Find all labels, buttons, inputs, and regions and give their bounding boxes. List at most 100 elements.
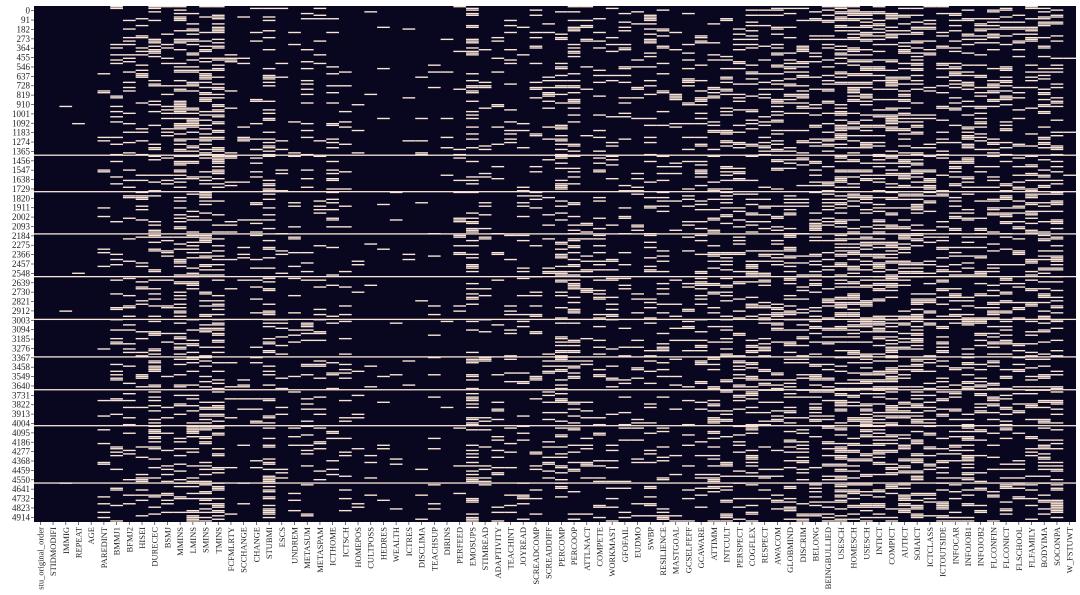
missing-cell (1050, 119, 1064, 121)
missing-cell (974, 136, 988, 139)
missing-cell (618, 184, 632, 187)
missing-cell (961, 83, 975, 85)
missing-cell (643, 52, 657, 54)
missing-cell (694, 303, 708, 305)
missing-cell (491, 401, 505, 403)
missing-cell (898, 504, 911, 507)
missing-cell (224, 231, 238, 233)
missing-cell (135, 219, 149, 221)
missing-cell (555, 456, 568, 459)
missing-cell (898, 7, 911, 10)
missing-cell (199, 315, 212, 317)
missing-cell (936, 281, 949, 283)
missing-cell (593, 114, 606, 116)
missing-cell (758, 370, 772, 373)
missing-cell (161, 465, 174, 467)
missing-cell (707, 260, 721, 262)
missing-cell (1025, 165, 1038, 168)
missing-cell (847, 489, 860, 491)
missing-cell (618, 288, 632, 290)
missing-cell (1037, 105, 1051, 108)
missing-cell (427, 508, 441, 510)
missing-cell (707, 491, 721, 493)
missing-cell (796, 102, 810, 104)
missing-cell (122, 36, 136, 39)
missing-cell (783, 312, 797, 314)
missing-cell (682, 386, 695, 388)
missing-cell (834, 243, 848, 245)
missing-cell (148, 270, 162, 273)
missing-cell (224, 398, 238, 400)
missing-cell (834, 470, 848, 472)
missing-cell (872, 12, 886, 15)
missing-cell (300, 513, 314, 515)
missing-cell (110, 6, 123, 8)
missing-cell (783, 227, 797, 230)
missing-cell (834, 301, 848, 304)
x-tick-label: HOMEPOS (353, 527, 363, 568)
missing-cell (987, 317, 1000, 319)
missing-cell (999, 468, 1013, 471)
missing-cell (961, 449, 975, 452)
missing-cell (859, 405, 873, 407)
missing-cell (605, 348, 619, 350)
missing-cell (262, 267, 276, 269)
missing-cell (707, 54, 721, 56)
missing-cell (910, 368, 924, 371)
missing-cell (1012, 109, 1026, 111)
missing-cell (987, 176, 1000, 178)
missing-cell (288, 329, 301, 331)
missing-cell (1037, 147, 1051, 149)
missing-cell (834, 451, 848, 453)
missing-cell (1050, 387, 1064, 390)
missing-cell (211, 515, 225, 517)
missing-cell (796, 451, 810, 453)
missing-cell (186, 69, 200, 72)
missing-cell (783, 67, 797, 70)
missing-cell (1025, 518, 1038, 520)
missing-cell (173, 178, 187, 180)
missing-cell (707, 282, 721, 285)
missing-cell (555, 62, 568, 65)
missing-cell (834, 312, 848, 314)
missing-cell (745, 38, 759, 41)
missing-cell (707, 251, 721, 254)
missing-cell (783, 167, 797, 170)
missing-cell (516, 503, 530, 505)
missing-cell (427, 305, 441, 307)
missing-cell (1012, 386, 1026, 388)
missing-cell (173, 260, 187, 262)
missing-cell (910, 224, 924, 226)
missing-cell (555, 379, 568, 381)
missing-cell (987, 207, 1000, 209)
missing-cell (173, 138, 187, 140)
missing-cell (859, 300, 873, 302)
missing-cell (910, 365, 924, 367)
missing-cell (859, 494, 873, 496)
missing-cell (872, 418, 886, 421)
missing-cell (1050, 160, 1064, 163)
missing-cell (326, 85, 339, 87)
missing-cell (771, 205, 784, 207)
missing-cell (987, 343, 1000, 345)
missing-cell (148, 221, 162, 223)
missing-cell (694, 40, 708, 42)
missing-cell (872, 444, 886, 446)
missing-cell (885, 368, 899, 371)
missing-cell (809, 274, 822, 276)
missing-cell (859, 236, 873, 238)
missing-cell (745, 456, 759, 459)
missing-cell (834, 19, 848, 22)
missing-cell (859, 331, 873, 333)
missing-cell (961, 186, 975, 188)
missing-cell (1012, 226, 1026, 228)
missing-cell (885, 377, 899, 379)
missing-cell (567, 19, 581, 22)
missing-cell (173, 394, 187, 397)
missing-cell (567, 238, 581, 240)
missing-cell (936, 448, 949, 450)
missing-cell (542, 92, 555, 94)
missing-cell (809, 513, 822, 515)
missing-cell (580, 40, 594, 42)
missing-cell (1037, 78, 1051, 80)
